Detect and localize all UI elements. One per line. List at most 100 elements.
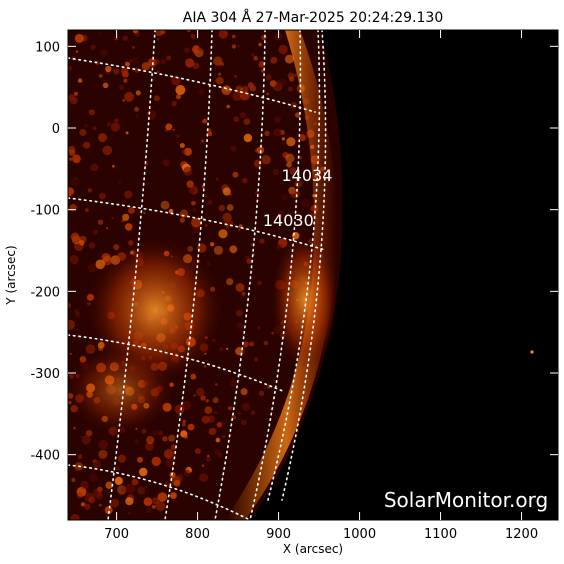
chromosphere-blob [88,242,96,249]
chromosphere-blob [212,397,219,404]
chromosphere-blob [200,395,206,401]
chromosphere-blob [234,74,238,78]
grid-latitude-line [68,464,251,520]
grid-latitude-line [68,334,286,393]
chromosphere-blob [69,157,73,161]
chromosphere-blob [156,70,160,74]
chromosphere-blob [273,128,282,137]
chromosphere-blob [204,194,207,198]
chromosphere-blob [170,492,177,499]
x-tick-label: 700 [104,527,129,542]
chromosphere-blob [135,90,141,96]
chromosphere-blob [197,88,205,96]
heliographic-grid [68,30,327,520]
chromosphere-blob [134,31,141,37]
chromosphere-blob [107,122,112,127]
chromosphere-blob [192,208,197,212]
chromosphere-blob [208,427,217,436]
chromosphere-blob [92,229,98,235]
chromosphere-blob [143,211,146,215]
chromosphere-blob [153,95,160,102]
chromosphere-blob [81,144,84,147]
chromosphere-blob [186,180,194,188]
chromosphere-blob [124,91,134,102]
chromosphere-blob [274,116,282,123]
y-tick-label: -200 [30,285,60,300]
chromosphere-blob [110,122,120,132]
chromosphere-blob [69,254,79,265]
chromosphere-blob [114,476,123,485]
chromosphere-blob [215,383,218,386]
chromosphere-blob [85,208,89,213]
chromosphere-blob [284,54,294,64]
chromosphere-blob [133,30,139,34]
chromosphere-blob [201,139,204,143]
chromosphere-blob [201,464,205,468]
chromosphere-blob [190,373,197,380]
chromosphere-blob [79,128,87,136]
chromosphere-blob [293,73,297,78]
chromosphere-blob [168,449,177,458]
y-tick-label: 100 [35,40,60,55]
chromosphere-blob [176,94,181,100]
chromosphere-blob [165,458,175,468]
chromosphere-blob [235,283,245,292]
chromosphere-blob [168,208,174,214]
chromosphere-blob [253,357,259,362]
chromosphere-blob [305,135,309,139]
chromosphere-blob [179,143,185,148]
x-tick-label: 1100 [424,527,457,542]
chromosphere-blob [129,59,133,62]
chromosphere-blob [79,240,85,246]
chromosphere-blob [68,94,76,101]
chromosphere-blob [183,147,192,156]
chromosphere-blob [90,163,99,172]
chromosphere-blob [146,110,157,120]
chromosphere-blob [175,85,186,95]
chromosphere-blob [125,497,134,506]
chromosphere-blob [157,492,168,502]
chromosphere-blob [243,118,251,125]
chromosphere-blob [111,217,114,220]
chromosphere-blob [96,486,103,493]
chromosphere-blob [70,232,80,242]
grid-longitude-line [214,30,266,520]
chromosphere-blob [251,53,255,57]
chromosphere-blob [163,449,174,459]
chromosphere-blob [181,422,186,427]
region-label: 14030 [263,211,314,230]
chromosphere-blob [102,82,109,89]
chromosphere-blob [139,467,148,477]
x-tick-label: 1200 [505,527,538,542]
chromosphere-blob [88,109,95,116]
chromosphere-blob [152,430,159,437]
chromosphere-blob [76,492,83,499]
chromosphere-blob [68,65,73,71]
chromosphere-blob [97,219,104,225]
chromosphere-blob [118,84,125,91]
chromosphere-blob [240,419,247,426]
chromosphere-blob [207,415,215,423]
chromosphere-blob [232,91,243,101]
chromosphere-blob [157,430,164,436]
chromosphere-blob [216,422,222,428]
chromosphere-blob [207,199,213,205]
chromosphere-blob [192,45,201,54]
chromosphere-blob [165,123,173,131]
chromosphere-blob [253,55,258,61]
chromosphere-blob [232,34,236,39]
chromosphere-blob [288,186,296,195]
chromosphere-blob [287,86,293,92]
chromosphere-blob [143,497,153,507]
chromosphere-blob [242,403,251,411]
chromosphere-blob [98,503,102,507]
chromosphere-blob [74,176,78,180]
chromosphere-blob [269,80,277,87]
chromosphere-blob [295,112,301,118]
grid-longitude-line [267,30,321,501]
chromosphere-blob [222,187,231,196]
chromosphere-blob [246,258,253,265]
chromosphere-blob [254,190,260,196]
chromosphere-blob [236,322,244,330]
chromosphere-blob [242,177,248,184]
